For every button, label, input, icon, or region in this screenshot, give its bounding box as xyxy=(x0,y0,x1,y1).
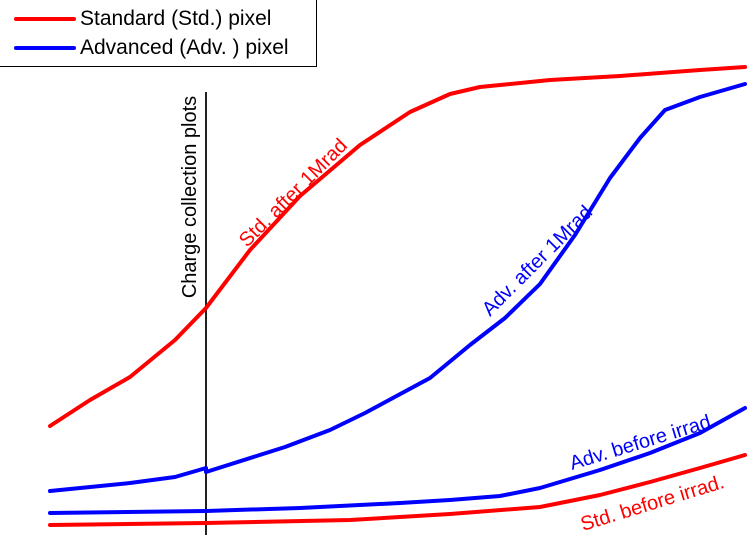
legend-label: Standard (Std.) pixel xyxy=(80,7,272,30)
series-line-adv-after-1mrad xyxy=(48,82,747,493)
legend-swatch-red xyxy=(14,17,76,21)
legend-swatch-blue xyxy=(14,46,76,50)
series-line-std-after-1mrad xyxy=(48,65,747,428)
adv-before-label: Adv. before irrad. xyxy=(567,409,719,474)
legend-item-advanced: Advanced (Adv. ) pixel xyxy=(14,33,289,63)
legend-label: Advanced (Adv. ) pixel xyxy=(80,36,289,59)
std-after-label: Std. after 1Mrad xyxy=(235,135,352,252)
legend-item-standard: Standard (Std.) pixel xyxy=(14,4,271,34)
series-line-adv-before-irrad xyxy=(48,406,747,515)
legend: Standard (Std.) pixel Advanced (Adv. ) p… xyxy=(0,0,317,67)
adv-after-label: Adv. after 1Mrad xyxy=(478,201,597,320)
series-layer xyxy=(48,65,747,527)
charge-collection-label: Charge collection plots xyxy=(179,96,201,298)
series-line-std-before-irrad xyxy=(48,453,747,527)
